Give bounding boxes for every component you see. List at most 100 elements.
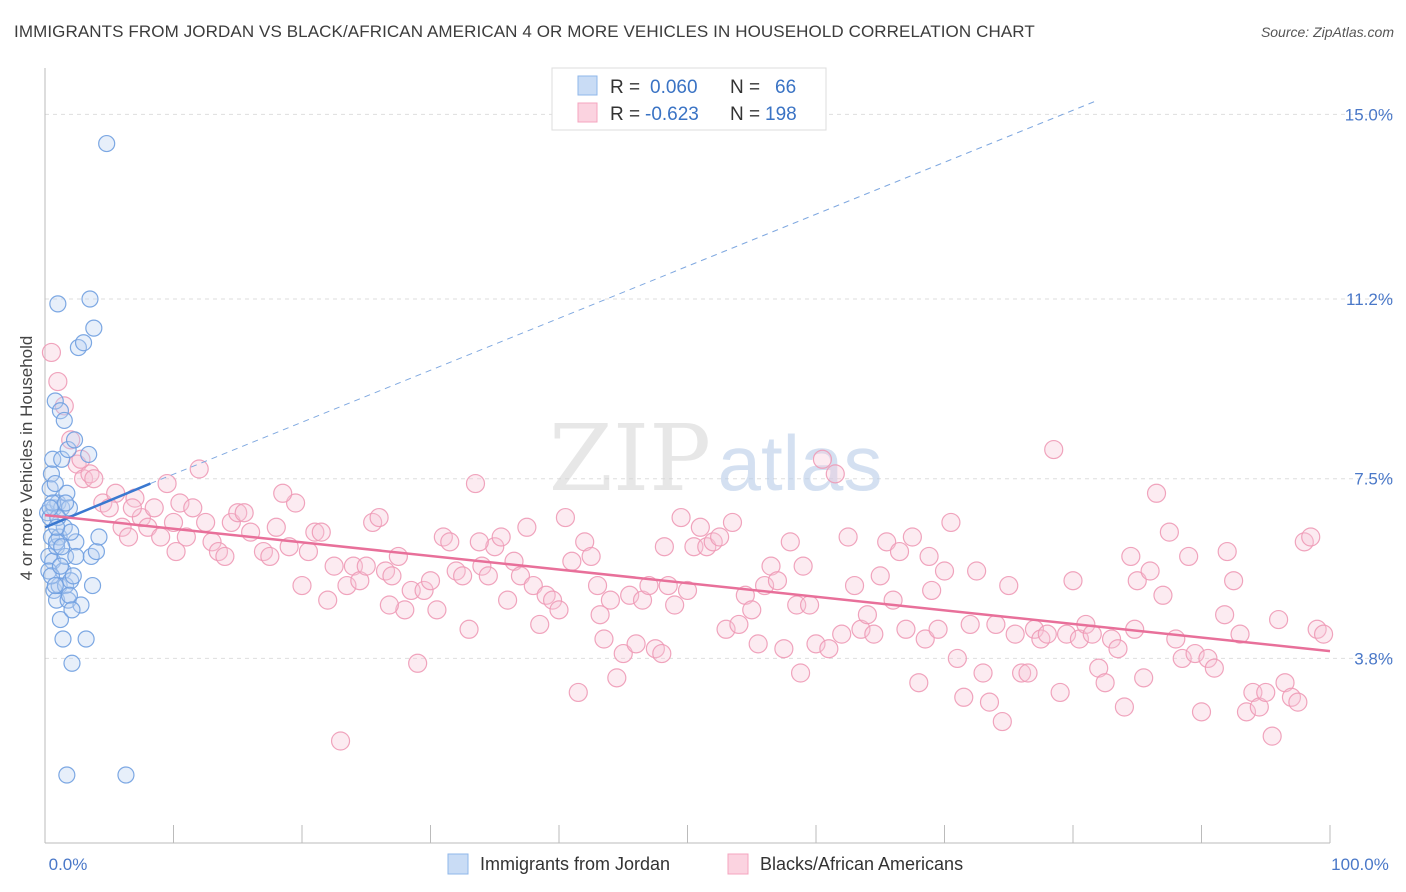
data-point [1204,658,1224,678]
data-point [1095,673,1115,693]
data-point [53,538,71,556]
data-point [1262,726,1282,746]
legend-r-label-1: R = [610,77,640,98]
trend-lines [44,99,1331,653]
y-tick-labels: 3.8% 7.5% 11.2% 15.0% [1345,105,1393,668]
data-point [453,566,473,586]
source-credit: Source: ZipAtlas.com [1260,24,1394,40]
data-point [1236,702,1257,722]
data-point [491,527,511,547]
data-point [825,464,845,484]
data-point [234,503,254,523]
data-point [90,528,108,546]
data-point [1268,609,1289,630]
data-point [652,643,672,664]
legend-swatch-pink [577,102,598,123]
data-point [311,522,331,542]
bottom-legend-swatch-pink [727,853,749,875]
data-point [1146,483,1167,503]
trend-line-jordan [44,482,151,529]
data-point [790,663,811,683]
legend-r-label-2: R = [610,104,640,125]
data-point [163,512,184,533]
legend-n-label-1: N = [730,77,760,98]
data-point [427,600,447,620]
data-point [151,527,171,547]
data-point [999,575,1019,596]
data-point [992,711,1012,732]
data-point [510,566,531,586]
data-point [780,532,800,552]
data-point [324,556,344,576]
data-point [117,766,135,784]
data-point [60,586,79,604]
data-point [56,494,75,512]
data-point [1114,697,1135,717]
data-point [562,551,582,571]
trend-line-jordan-extension [150,99,1099,485]
legend-r-value-2: -0.623 [645,104,699,125]
data-point [414,580,434,601]
data-point [909,673,929,693]
data-point [973,663,993,683]
trend-line-black-african-american [44,513,1331,653]
data-point [63,601,81,619]
legend-n-value-2: 198 [765,104,797,125]
data-point [46,576,64,595]
grid-lines [45,113,1395,659]
data-point [896,619,916,639]
watermark: ZIP atlas [549,405,882,512]
data-point [967,561,987,581]
data-point [46,474,64,493]
data-point [51,402,70,420]
data-point [620,585,640,605]
data-point [1313,624,1334,644]
data-point [1191,702,1212,722]
data-point [266,517,286,537]
data-point [1166,629,1186,649]
data-point [80,445,98,464]
data-point [382,566,402,586]
data-point [49,295,67,313]
data-point [196,512,216,533]
data-point [639,575,659,596]
legend-n-value-1: 66 [775,77,796,98]
data-point [590,605,610,625]
data-point [1037,624,1057,644]
data-point [83,576,102,595]
data-point [1288,692,1308,712]
data-point [626,634,646,654]
data-point [53,450,71,468]
series-immigrants-from-jordan [38,134,135,784]
data-point [44,450,62,468]
bottom-legend-label-blue: Immigrants from Jordan [480,854,670,874]
data-point [870,566,890,586]
data-point [1172,648,1192,669]
data-point [285,493,306,513]
data-point [337,575,357,596]
data-point [919,546,939,567]
data-point [1108,639,1128,659]
legend-n-label-2: N = [730,104,760,125]
data-point [55,411,73,430]
data-point [98,134,116,153]
data-point [716,619,736,639]
data-point [549,600,569,620]
data-point [774,639,794,659]
data-point [41,479,59,498]
data-point [857,605,878,625]
legend-swatch-blue [577,75,598,96]
data-point [59,440,77,459]
data-point [1230,624,1250,644]
data-point [46,392,64,410]
data-point [748,634,768,654]
data-point [144,498,164,518]
data-point [587,575,608,596]
data-point [388,546,408,567]
data-point [1301,527,1321,547]
data-point [954,687,974,707]
data-point [330,731,351,751]
data-point [1005,624,1025,644]
data-point [1063,571,1083,591]
data-point [1134,668,1154,688]
